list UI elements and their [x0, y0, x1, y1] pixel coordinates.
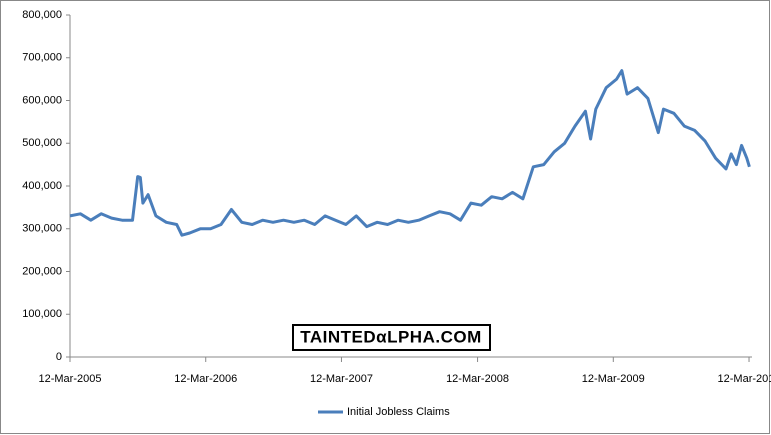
x-tick-label: 12-Mar-2009 [582, 373, 645, 385]
watermark: TAINTEDαLPHA.COM [300, 327, 482, 346]
x-tick-label: 12-Mar-2006 [174, 373, 237, 385]
x-tick-label: 12-Mar-2008 [446, 373, 509, 385]
y-tick-label: 0 [56, 351, 62, 363]
watermark-box [292, 324, 491, 351]
y-tick-label: 700,000 [22, 52, 62, 64]
y-tick-label: 800,000 [22, 9, 62, 21]
y-tick-label: 500,000 [22, 137, 62, 149]
series-line [69, 69, 751, 237]
legend-label: Initial Jobless Claims [347, 406, 450, 418]
y-tick-label: 400,000 [22, 180, 62, 192]
y-tick-label: 200,000 [22, 265, 62, 277]
y-tick-label: 100,000 [22, 308, 62, 320]
x-tick-label: 12-Mar-2005 [39, 373, 102, 385]
x-tick-label: 12-Mar-2007 [310, 373, 373, 385]
y-tick-label: 600,000 [22, 94, 62, 106]
x-tick-label: 12-Mar-2010 [718, 373, 771, 385]
y-tick-label: 300,000 [22, 223, 62, 235]
